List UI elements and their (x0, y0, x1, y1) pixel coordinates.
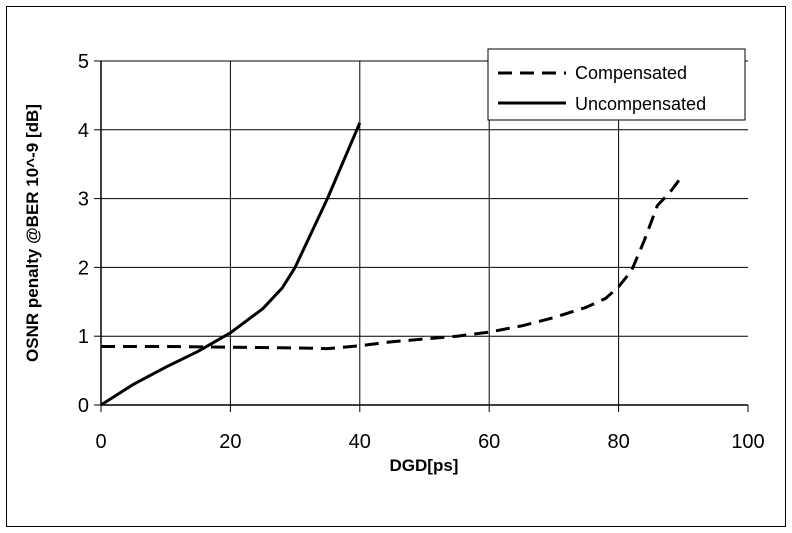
x-axis-title: DGD[ps] (390, 456, 459, 475)
legend-box (487, 48, 746, 121)
tick-label-y: 5 (78, 51, 89, 73)
axes (94, 60, 749, 412)
tick-label-x: 20 (219, 431, 241, 453)
legend-label-compensated: Compensated (575, 63, 687, 83)
y-axis-title: OSNR penalty @BER 10^-9 [dB] (23, 104, 42, 362)
series-line-compensated (101, 173, 685, 351)
tick-label-y: 0 (78, 395, 89, 417)
legend-label-uncompensated: Uncompensated (575, 94, 706, 114)
tick-label-y: 1 (78, 326, 89, 348)
tick-label-x: 0 (95, 431, 106, 453)
tick-label-x: 40 (349, 431, 371, 453)
legend: Compensated Uncompensated (487, 48, 746, 121)
tick-label-y: 2 (78, 257, 89, 279)
tick-label-y: 3 (78, 189, 89, 211)
series-layer (100, 122, 685, 407)
tick-labels: 0 1 2 3 4 5 0 20 40 60 80 100 (78, 51, 765, 453)
tick-label-x: 80 (607, 431, 629, 453)
series-line-uncompensated (100, 122, 362, 407)
tick-label-x: 60 (478, 431, 500, 453)
tick-label-x: 100 (731, 431, 764, 453)
tick-label-y: 4 (78, 120, 89, 142)
